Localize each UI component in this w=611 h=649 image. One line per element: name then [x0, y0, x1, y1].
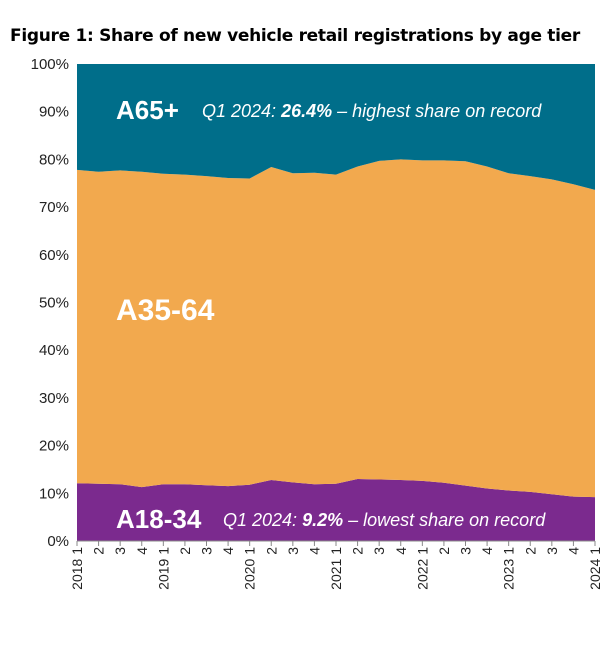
x-tick-label: 2	[522, 547, 538, 555]
y-tick-label: 40%	[39, 342, 69, 359]
y-axis: 0% 10% 20% 30% 40% 50% 60% 70% 80% 90% 100%	[31, 56, 69, 550]
x-tick-label: 2020 1	[242, 547, 258, 590]
y-tick-label: 60%	[39, 247, 69, 264]
a35-64-label: A35-64	[116, 294, 215, 327]
a65-note: Q1 2024: 26.4% – highest share on record	[202, 101, 542, 121]
y-tick-label: 90%	[39, 104, 69, 121]
x-tick-label: 4	[393, 547, 409, 555]
x-tick-label: 3	[544, 547, 560, 555]
x-tick-label: 4	[220, 547, 236, 555]
y-tick-label: 10%	[39, 485, 69, 502]
x-tick-label: 3	[371, 547, 387, 555]
chart-areas	[77, 64, 595, 541]
x-tick-label: 2023 1	[501, 547, 517, 590]
x-tick-label: 3	[199, 547, 215, 555]
band-labels: A65+ Q1 2024: 26.4% – highest share on r…	[116, 95, 546, 534]
area-a35-64	[77, 159, 595, 498]
area-a18-34	[77, 478, 595, 541]
a65-label: A65+	[116, 95, 179, 125]
x-tick-label: 4	[565, 547, 581, 555]
a18-34-note-value: 9.2%	[302, 510, 343, 530]
x-tick-label: 2	[91, 547, 107, 555]
x-tick-label: 2	[263, 547, 279, 555]
x-axis: 2018 1 2 3 4 2019 1 2 3 4 2020 1 2 3 4 2021 1 2 3 4 2022…	[69, 540, 603, 590]
a65-note-value: 26.4%	[280, 101, 332, 121]
y-tick-label: 30%	[39, 390, 69, 407]
x-tick-label: 4	[479, 547, 495, 555]
x-tick-label: 2021 1	[328, 547, 344, 590]
x-tick-label: 2019 1	[155, 547, 171, 590]
x-tick-label: 2018 1	[69, 547, 85, 590]
x-tick-label: 3	[458, 547, 474, 555]
a18-34-note: Q1 2024: 9.2% – lowest share on record	[223, 510, 546, 530]
x-tick-label: 2024 1	[587, 547, 603, 590]
x-tick-label: 4	[134, 547, 150, 555]
chart-title: Figure 1: Share of new vehicle retail re…	[10, 26, 580, 46]
area-a65-	[77, 64, 595, 190]
y-tick-label: 100%	[31, 56, 69, 73]
x-tick-label: 2022 1	[414, 547, 430, 590]
x-tick-label: 4	[306, 547, 322, 555]
x-tick-label: 2	[350, 547, 366, 555]
a65-note-suffix: – highest share on record	[332, 101, 542, 121]
y-tick-label: 0%	[47, 533, 69, 550]
x-tick-label: 3	[285, 547, 301, 555]
a18-34-label: A18-34	[116, 504, 202, 534]
a18-34-note-suffix: – lowest share on record	[343, 510, 546, 530]
y-tick-label: 80%	[39, 151, 69, 168]
x-tick-label: 2	[436, 547, 452, 555]
a18-34-note-prefix: Q1 2024:	[223, 510, 302, 530]
x-tick-label: 2	[177, 547, 193, 555]
y-tick-label: 50%	[39, 295, 69, 312]
y-tick-label: 20%	[39, 438, 69, 455]
y-tick-label: 70%	[39, 199, 69, 216]
a65-note-prefix: Q1 2024:	[202, 101, 281, 121]
x-tick-label: 3	[112, 547, 128, 555]
